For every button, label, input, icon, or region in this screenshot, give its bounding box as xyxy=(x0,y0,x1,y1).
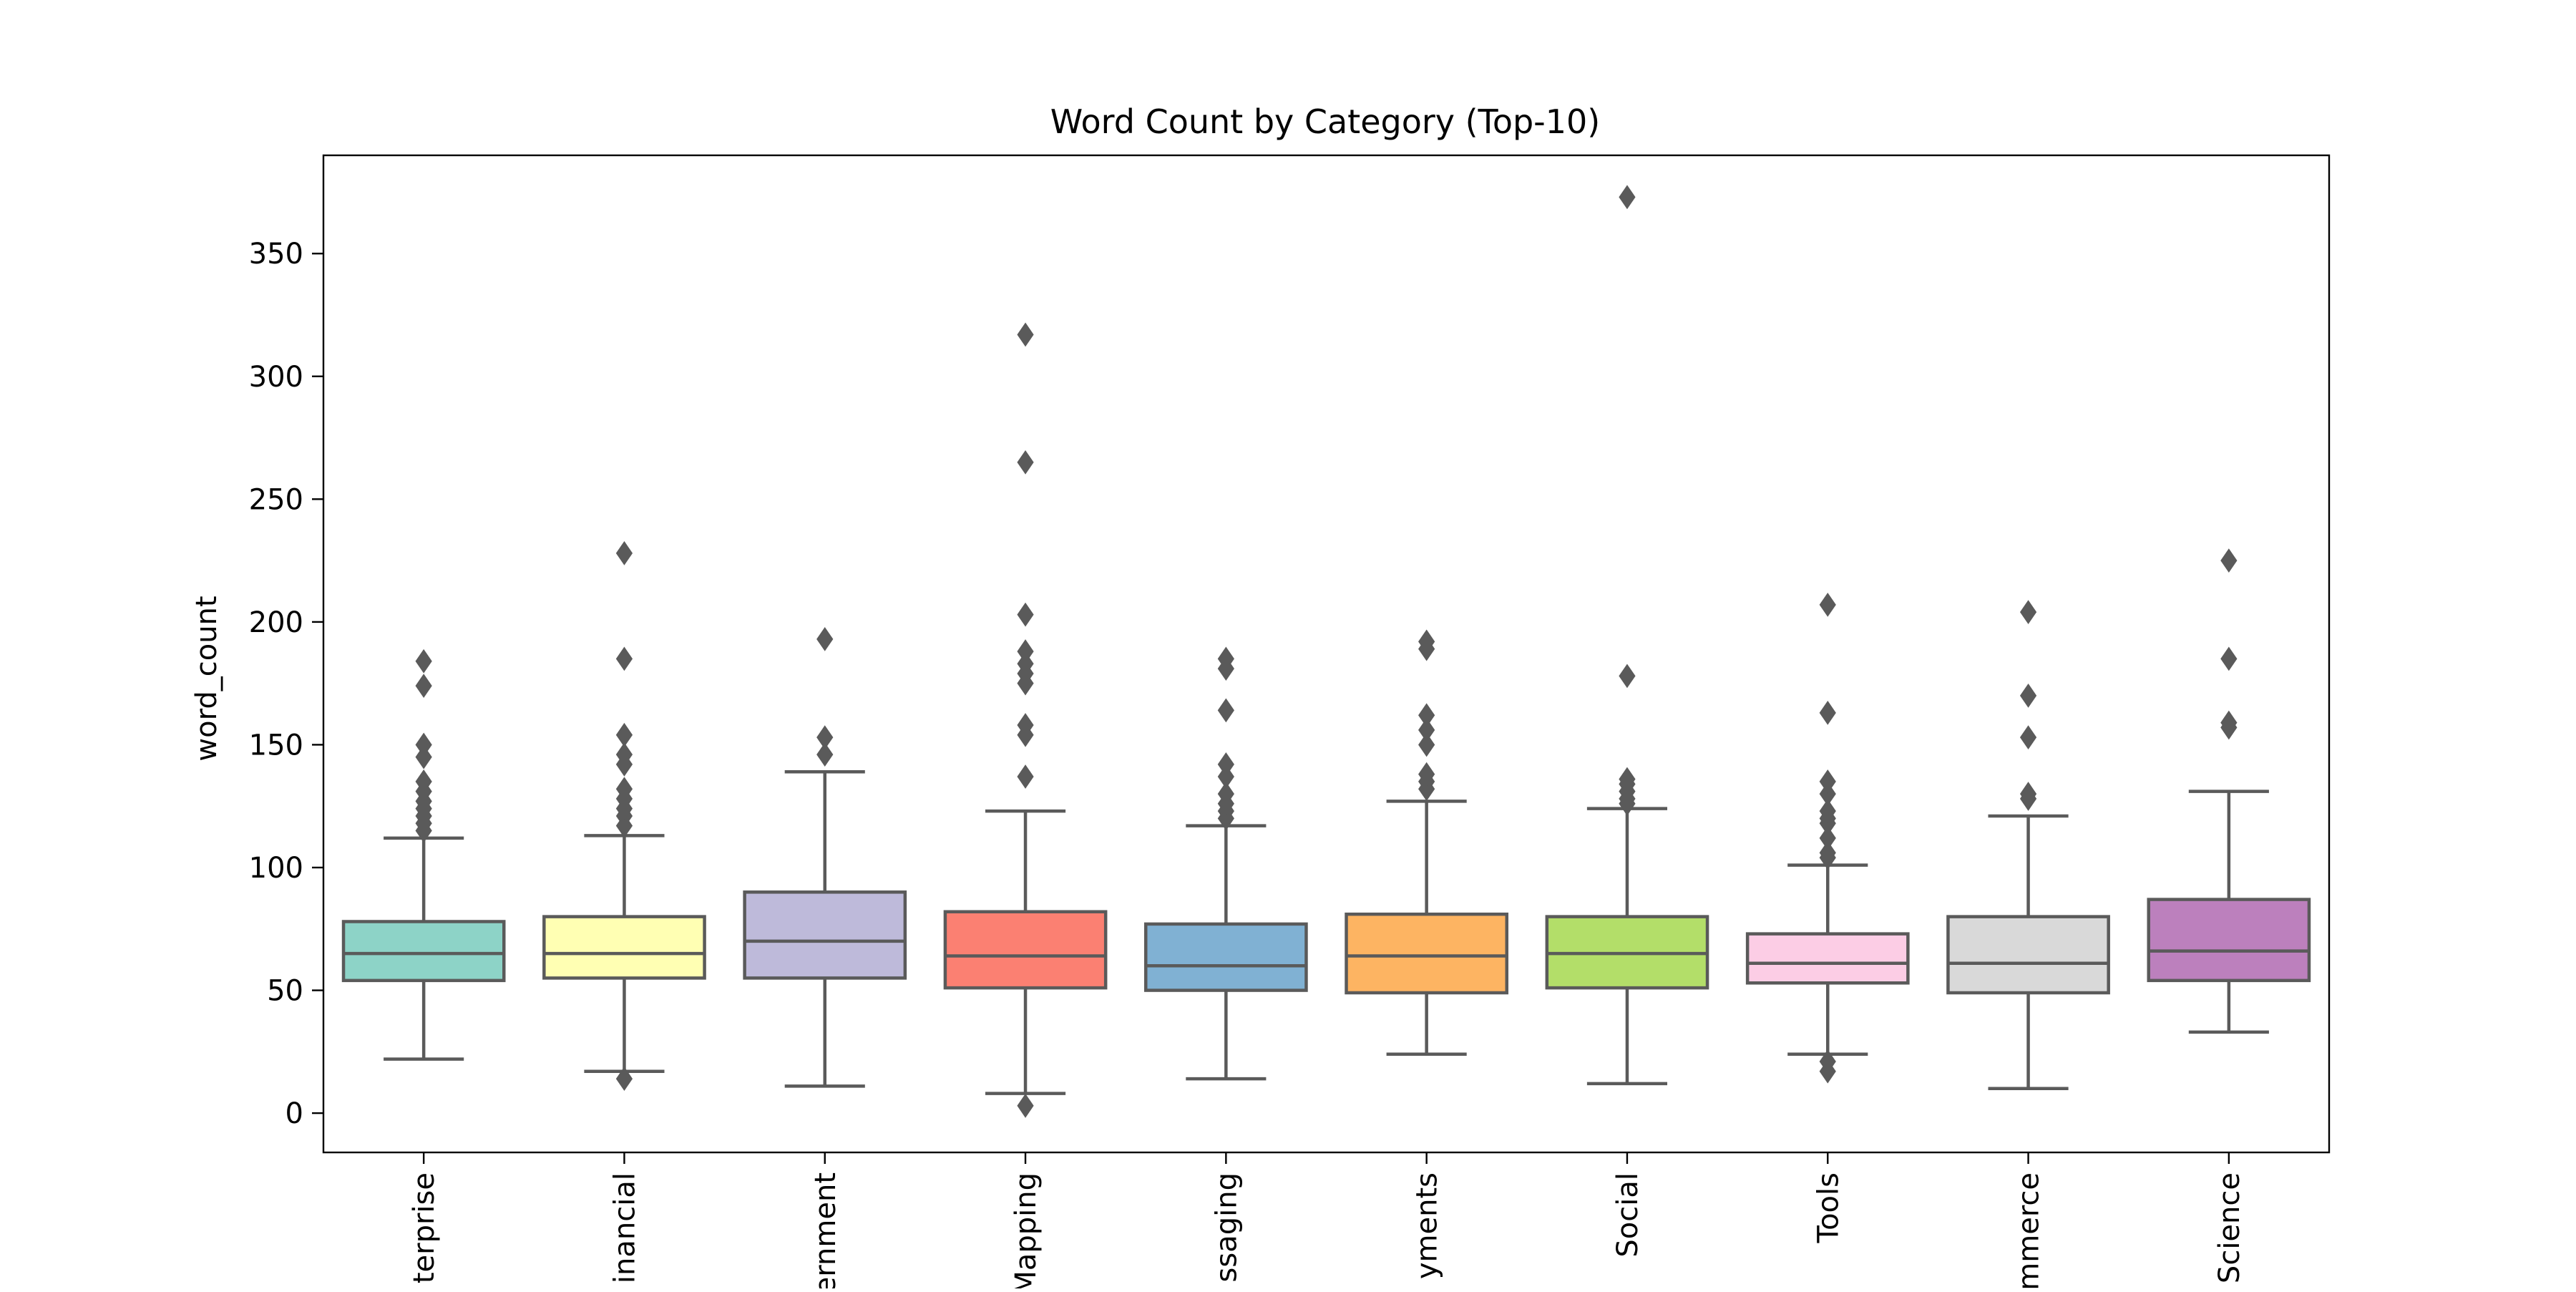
x-tick-label: inancial xyxy=(608,1172,641,1283)
outlier-point xyxy=(2220,710,2238,735)
x-tick-label: Tools xyxy=(1812,1172,1845,1244)
box-group-science xyxy=(2147,548,2311,1034)
outlier-point xyxy=(1819,799,1836,823)
y-tick-label: 50 xyxy=(267,975,303,1008)
y-tick-label: 300 xyxy=(249,361,303,394)
y-tick-label: 100 xyxy=(249,852,303,885)
iqr-box xyxy=(1143,922,1308,992)
outlier-point xyxy=(415,674,432,698)
box-group-government xyxy=(743,627,907,1088)
outlier-point xyxy=(1418,762,1435,787)
outlier-point xyxy=(1017,1093,1034,1118)
iqr-box xyxy=(542,915,706,980)
y-tick-label: 150 xyxy=(249,729,303,762)
outlier-point xyxy=(1619,185,1636,210)
x-tick-label: ssaging xyxy=(1210,1172,1243,1282)
outlier-point xyxy=(2019,725,2037,750)
outlier-point xyxy=(615,540,633,565)
outlier-point xyxy=(1017,764,1034,789)
outlier-point xyxy=(1819,782,1836,806)
x-tick-label: Mapping xyxy=(1010,1172,1043,1288)
box-group-financial xyxy=(542,540,706,1091)
outlier-point xyxy=(1017,651,1034,676)
outlier-point xyxy=(415,732,432,757)
box-group-tools xyxy=(1745,592,1910,1084)
iqr-box xyxy=(1345,912,1509,995)
outlier-point xyxy=(816,742,834,767)
outlier-point xyxy=(1217,646,1234,671)
outlier-point xyxy=(1418,717,1435,742)
chart-title: Word Count by Category (Top-10) xyxy=(1050,102,1601,141)
y-tick-label: 250 xyxy=(249,483,303,516)
plot-area: 0 50 100 150 200 250 300 350 terprise inancial ern… xyxy=(249,185,2311,1292)
y-axis-label: word_count xyxy=(190,596,223,761)
outlier-point xyxy=(615,742,633,767)
outlier-point xyxy=(1819,769,1836,794)
outlier-point xyxy=(1819,840,1836,865)
iqr-box xyxy=(943,910,1108,990)
x-tick-label: ernment xyxy=(809,1172,842,1288)
box-group-payments xyxy=(1345,629,1509,1057)
outlier-point xyxy=(1819,592,1836,617)
outlier-point xyxy=(1819,825,1836,850)
outlier-point xyxy=(415,769,432,794)
outlier-point xyxy=(2019,683,2037,708)
x-tick-label: Science xyxy=(2213,1172,2246,1283)
outlier-point xyxy=(1619,664,1636,689)
outlier-point xyxy=(615,722,633,747)
outlier-point xyxy=(1619,767,1636,792)
outlier-point xyxy=(2220,548,2238,573)
outlier-point xyxy=(415,649,432,674)
outlier-point xyxy=(1017,602,1034,627)
outlier-point xyxy=(1819,1049,1836,1074)
iqr-box xyxy=(341,920,506,983)
outlier-point xyxy=(1217,752,1234,777)
outlier-point xyxy=(615,646,633,671)
outlier-point xyxy=(615,777,633,802)
x-tick-label: terprise xyxy=(408,1172,441,1283)
y-tick-label: 350 xyxy=(249,238,303,271)
outlier-point xyxy=(2220,646,2238,671)
outlier-point xyxy=(816,725,834,750)
iqr-box xyxy=(1946,915,2110,995)
outlier-point xyxy=(1418,732,1435,757)
box-group-social xyxy=(1545,185,1709,1086)
outlier-point xyxy=(1017,639,1034,664)
x-tick-label: yments xyxy=(1411,1172,1444,1279)
outlier-point xyxy=(816,627,834,651)
iqr-box xyxy=(2147,898,2311,983)
outlier-point xyxy=(415,744,432,769)
box-group-ecommerce xyxy=(1946,600,2110,1091)
x-tick-label: Social xyxy=(1611,1172,1644,1258)
x-tick-label: mmerce xyxy=(2013,1172,2046,1288)
outlier-point xyxy=(1217,764,1234,789)
iqr-box xyxy=(1745,932,1910,985)
outlier-point xyxy=(1418,703,1435,728)
box-group-messaging xyxy=(1143,646,1308,1081)
outlier-point xyxy=(1217,782,1234,806)
plot-frame xyxy=(322,154,2331,1154)
outlier-point xyxy=(1017,450,1034,475)
outlier-point xyxy=(1017,322,1034,347)
outlier-point xyxy=(2019,782,2037,806)
outlier-point xyxy=(1819,700,1836,725)
outlier-point xyxy=(1418,629,1435,654)
outlier-point xyxy=(615,1067,633,1091)
iqr-box xyxy=(743,890,907,980)
outlier-point xyxy=(1217,698,1234,723)
y-tick-label: 0 xyxy=(286,1097,303,1130)
box-group-mapping xyxy=(943,322,1108,1118)
y-tick-label: 200 xyxy=(249,606,303,639)
box-group-enterprise xyxy=(341,649,506,1061)
outlier-point xyxy=(2019,600,2037,625)
outlier-point xyxy=(1017,713,1034,737)
